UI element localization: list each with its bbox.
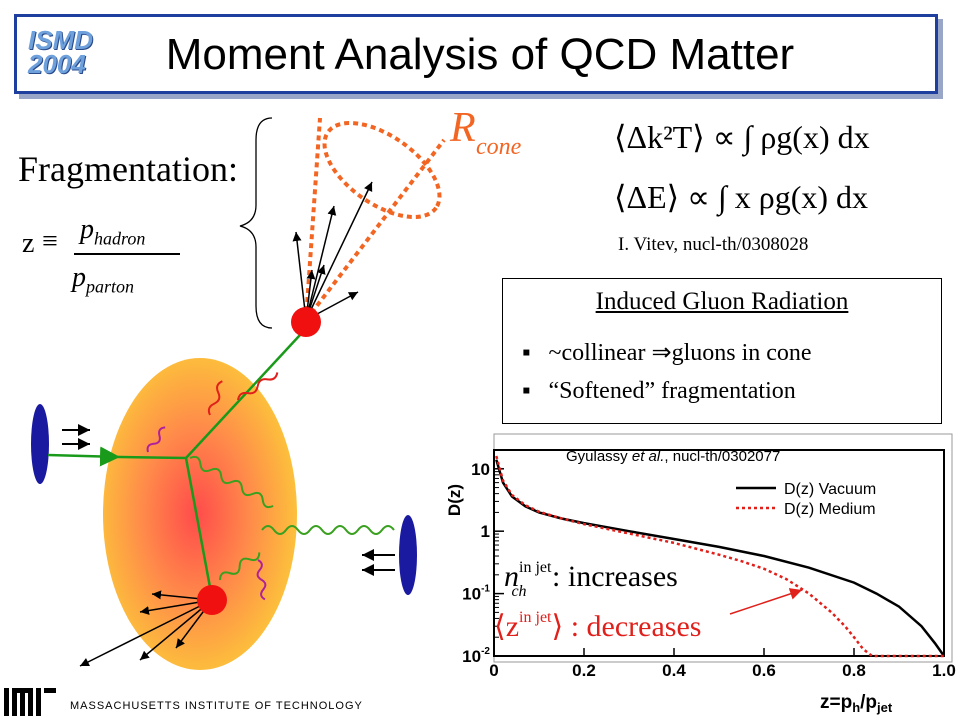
title-box — [14, 14, 938, 94]
ismd-logo: ISMD 2004 — [28, 25, 93, 79]
beam-right-icon — [399, 515, 417, 595]
fragmentation-label: Fragmentation: — [18, 149, 238, 189]
x-tick-label: 0.8 — [842, 661, 866, 680]
z-variable: z — [22, 228, 35, 259]
chart-citation: Gyulassy et al., nucl-th/0302077 — [566, 448, 780, 465]
beam-left-icon — [31, 404, 49, 484]
radiation-box — [502, 278, 942, 424]
bullet-collinear: ▪ ~collinear ⇒gluons in cone — [522, 338, 812, 367]
bullet-softened: ▪ “Softened” fragmentation — [522, 378, 796, 405]
fraction-bar — [74, 253, 180, 255]
citation-vitev: I. Vitev, nucl-th/0308028 — [618, 234, 809, 255]
x-tick-label: 0 — [489, 661, 498, 680]
leading-hadron-bottom — [197, 585, 227, 615]
logo-line-1: ISMD — [28, 25, 93, 55]
series-line-vacuum — [495, 459, 946, 657]
bullet-text: ~collinear ⇒gluons in cone — [548, 340, 812, 366]
equation-energy: ⟨ΔE⟩ ∝ ∫ x ρg(x) dx — [614, 179, 868, 215]
y-tick-label: 10 — [471, 460, 490, 479]
mit-logo — [4, 688, 56, 716]
nch-annotation: nin jet ch : increases — [504, 559, 678, 600]
zmean-annotation: ⟨zin jet⟩ : decreases — [494, 609, 701, 643]
x-axis-label: z=ph/pjet — [820, 692, 893, 715]
z-denominator: pparton — [72, 262, 135, 297]
equation-kt: ⟨Δk²T⟩ ∝ ∫ ρg(x) dx — [614, 119, 870, 155]
curly-brace — [239, 117, 273, 329]
equiv-symbol: ≡ — [42, 226, 58, 257]
y-tick-label: 1 — [481, 522, 490, 541]
legend-vacuum: D(z) Vacuum — [784, 481, 876, 498]
series-line-medium — [495, 455, 944, 658]
mit-footer: MASSACHUSETTS INSTITUTE OF TECHNOLOGY — [70, 700, 363, 712]
z-numerator: phadron — [80, 214, 146, 249]
y-tick-label: 10-1 — [462, 584, 490, 604]
fragmentation-chart: 0 0.2 0.4 0.6 0.8 1.0 10 1 10-1 10-2 Gyulassy et … — [445, 433, 956, 715]
jet-cone — [322, 121, 442, 219]
rcone-subscript: cone — [476, 134, 522, 160]
plot-frame — [493, 449, 945, 657]
bullet-text: “Softened” fragmentation — [548, 378, 796, 404]
leading-hadron-top — [291, 307, 321, 337]
rcone-label: R — [450, 105, 476, 151]
x-tick-label: 1.0 — [932, 661, 956, 680]
bullet-marker: ▪ — [522, 340, 531, 366]
x-tick-label: 0.4 — [662, 661, 686, 680]
bullet-marker: ▪ — [522, 378, 531, 404]
y-tick-label: 10-2 — [462, 646, 490, 666]
qcd-medium — [103, 358, 297, 670]
logo-line-2: 2004 — [28, 49, 86, 79]
x-tick-label: 0.6 — [752, 661, 776, 680]
chart-legend: D(z) Vacuum D(z) Medium — [736, 481, 876, 518]
annotation-arrow — [729, 588, 803, 615]
x-tick-label: 0.2 — [572, 661, 596, 680]
radiation-title: Induced Gluon Radiation — [595, 288, 849, 315]
slide-title: Moment Analysis of QCD Matter — [165, 30, 795, 79]
y-axis-label: D(z) — [445, 484, 464, 516]
legend-medium: D(z) Medium — [784, 501, 876, 518]
